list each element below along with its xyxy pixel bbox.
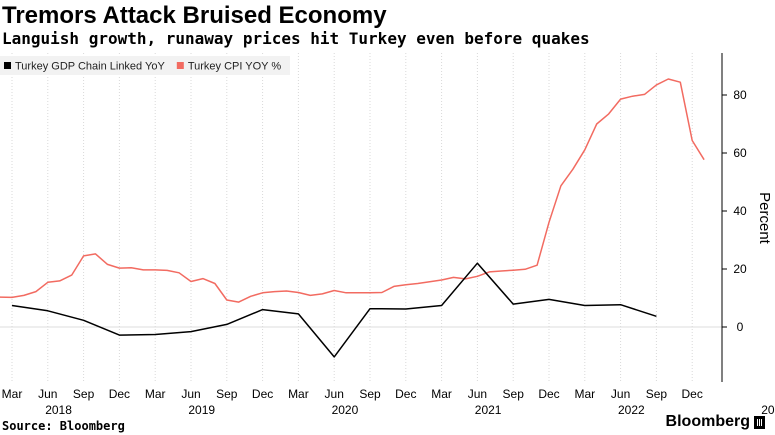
legend-swatch xyxy=(176,62,184,69)
x-year-label: 2018 xyxy=(45,403,72,417)
x-year-label: 2023 xyxy=(761,403,775,417)
y-axis: 0 20 40 60 80 Percent xyxy=(721,53,773,382)
x-tick-label: Mar xyxy=(2,387,23,401)
x-tick-label: Sep xyxy=(503,387,525,401)
legend-label: Turkey GDP Chain Linked YoY xyxy=(15,61,165,73)
y-tick-label: 40 xyxy=(733,204,747,218)
x-tick-label: Mar xyxy=(431,387,452,401)
x-tick-label: Dec xyxy=(538,387,559,401)
x-axis: Mar Jun Sep Dec Mar Jun Sep Dec Mar Jun Sep Dec Mar J… xyxy=(2,387,775,417)
x-tick-label: Dec xyxy=(395,387,416,401)
x-year-label: 2021 xyxy=(475,403,502,417)
legend-background xyxy=(0,56,290,75)
x-tick-label: Dec xyxy=(109,387,130,401)
y-tick-label: 0 xyxy=(737,320,744,334)
x-tick-label: Mar xyxy=(574,387,595,401)
legend-swatch xyxy=(4,62,11,69)
y-tick-label: 20 xyxy=(733,262,747,276)
x-tick-label: Sep xyxy=(646,387,668,401)
series-line xyxy=(11,262,657,358)
x-tick-label: Mar xyxy=(145,387,166,401)
x-tick-label: Mar xyxy=(288,387,309,401)
x-tick-label: Sep xyxy=(216,387,238,401)
x-year-label: 2022 xyxy=(618,403,645,417)
series-line xyxy=(0,78,705,303)
x-tick-label: Sep xyxy=(73,387,95,401)
x-year-label: 2019 xyxy=(188,403,215,417)
brand-logo: Bloomberg xyxy=(666,413,765,431)
source-note: Source: Bloomberg xyxy=(2,419,125,433)
legend: Turkey GDP Chain Linked YoY Turkey CPI YO… xyxy=(0,56,290,75)
brand-name: Bloomberg xyxy=(665,413,750,430)
y-tick-label: 80 xyxy=(733,88,747,102)
x-tick-label: Jun xyxy=(181,387,200,401)
x-tick-label: Jun xyxy=(611,387,630,401)
series-lines xyxy=(0,78,705,358)
x-tick-label: Jun xyxy=(468,387,487,401)
y-tick-label: 60 xyxy=(733,146,747,160)
x-tick-label: Jun xyxy=(325,387,344,401)
x-tick-label: Sep xyxy=(359,387,381,401)
grid-lines xyxy=(11,53,693,382)
legend-label: Turkey CPI YOY % xyxy=(188,61,282,73)
chart-subtitle: Languish growth, runaway prices hit Turk… xyxy=(2,29,590,48)
chart-title: Tremors Attack Bruised Economy xyxy=(2,2,387,29)
x-tick-label: Jun xyxy=(38,387,57,401)
y-axis-title: Percent xyxy=(756,192,773,245)
bloomberg-terminal-icon xyxy=(754,415,765,429)
x-year-label: 2020 xyxy=(332,403,359,417)
x-tick-label: Dec xyxy=(252,387,273,401)
x-tick-label: Dec xyxy=(682,387,703,401)
